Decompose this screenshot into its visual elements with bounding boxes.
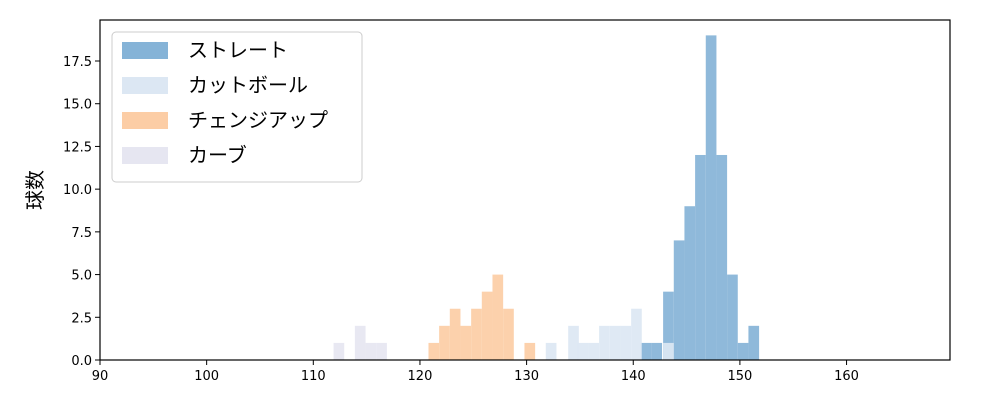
bar-1-4	[599, 325, 610, 360]
bar-0-6	[705, 35, 717, 360]
bar-2-6	[492, 274, 504, 360]
plot-frame	[99, 19, 951, 361]
y-tick-label: 2.5	[71, 311, 92, 326]
bar-3-0	[333, 342, 345, 360]
legend-swatch-1	[122, 77, 168, 94]
x-tick-label: 150	[727, 369, 752, 384]
y-tick-label: 5.0	[71, 269, 92, 284]
y-tick-label: 17.5	[63, 55, 92, 70]
x-tick-label: 140	[621, 369, 646, 384]
legend-swatch-3	[122, 147, 168, 164]
bar-1-5	[609, 325, 621, 360]
bar-0-2	[663, 291, 674, 360]
bar-0-0	[640, 342, 652, 360]
bar-3-2	[365, 342, 377, 360]
bar-2-1	[439, 325, 450, 360]
x-tick-label: 110	[301, 369, 326, 384]
y-tick-label: 0.0	[71, 354, 92, 369]
y-axis-label: 球数	[23, 170, 47, 210]
bar-1-2	[577, 342, 589, 360]
bar-3-3	[376, 342, 387, 360]
bar-0-3	[673, 240, 685, 360]
bar-0-9	[737, 342, 749, 360]
y-tick-label: 7.5	[71, 226, 92, 241]
legend-swatch-0	[122, 42, 168, 59]
y-tick-label: 15.0	[63, 98, 92, 113]
bar-0-1	[651, 342, 663, 360]
bar-0-7	[716, 154, 728, 360]
bar-2-8	[524, 342, 536, 360]
bar-1-7	[631, 308, 642, 360]
bar-0-4	[684, 206, 696, 360]
bar-1-0	[545, 342, 557, 360]
x-tick-label: 160	[834, 369, 859, 384]
bar-2-7	[503, 308, 514, 360]
bar-1-6	[620, 325, 632, 360]
x-tick-label: 90	[92, 369, 109, 384]
bar-0-8	[727, 274, 738, 360]
x-tick-label: 130	[514, 369, 539, 384]
bar-0-10	[748, 325, 760, 360]
legend-label-3: カーブ	[188, 143, 247, 167]
legend-label-2: チェンジアップ	[188, 108, 328, 132]
legend-label-0: ストレート	[188, 38, 288, 62]
x-tick-label: 120	[408, 369, 433, 384]
bar-2-0	[428, 342, 440, 360]
legend-swatch-2	[122, 112, 168, 129]
bar-2-5	[481, 291, 493, 360]
bar-2-2	[449, 308, 461, 360]
bar-3-1	[354, 325, 366, 360]
bar-1-3	[588, 342, 600, 360]
bar-1-1	[568, 325, 579, 360]
bar-1-8	[663, 342, 674, 360]
y-tick-label: 12.5	[63, 140, 92, 155]
legend-frame	[111, 31, 363, 183]
bar-0-5	[695, 154, 706, 360]
x-tick-label: 100	[194, 369, 219, 384]
bar-2-3	[460, 325, 472, 360]
y-tick-label: 10.0	[63, 183, 92, 198]
bar-2-4	[471, 308, 482, 360]
legend-label-1: カットボール	[188, 73, 308, 97]
